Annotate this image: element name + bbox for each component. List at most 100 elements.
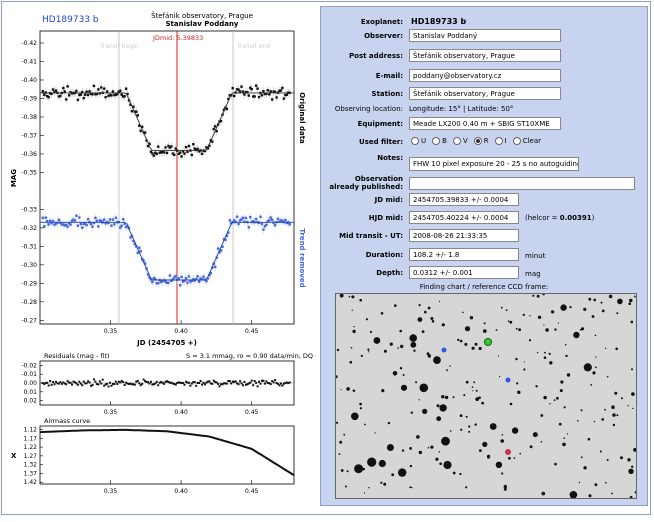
trend-removed-point (146, 273, 150, 276)
ccd-star (612, 423, 616, 427)
residual-point (209, 382, 212, 385)
residual-point (68, 381, 71, 384)
original-point (285, 93, 288, 96)
ccd-star (399, 367, 403, 370)
trend-removed-point (142, 259, 145, 262)
original-point (174, 147, 177, 150)
filter-radio-b[interactable] (432, 137, 441, 145)
ccd-star (495, 329, 498, 331)
residual-point (170, 381, 173, 384)
ccd-star (362, 467, 365, 471)
residual-point (50, 383, 53, 386)
trend-removed-point (44, 216, 47, 219)
hjd-field[interactable]: 2454705.40224 +/- 0.0004 (409, 211, 519, 224)
ccd-star (363, 492, 366, 494)
published-field[interactable] (409, 177, 635, 190)
residual-point (111, 382, 114, 385)
trend-removed-point (235, 215, 239, 218)
airmass-y-tick-label: 1.27 (24, 453, 38, 460)
main-y-tick-label: -0.31 (21, 243, 37, 250)
residuals-stats: S = 3.1 mmag, ro = 0.90 data/min, DQ = 1 (186, 352, 316, 360)
ccd-star (535, 385, 538, 388)
original-point (190, 153, 194, 157)
trend-removed-point (123, 222, 126, 226)
ccd-frame-image[interactable] (335, 293, 637, 499)
trend-removed-point (86, 218, 90, 221)
original-point (145, 139, 148, 142)
ccd-star (380, 312, 384, 315)
ccd-star (352, 389, 355, 392)
original-point (257, 95, 261, 99)
original-point (208, 144, 211, 147)
residual-y-tick-label: 0.02 (24, 398, 38, 405)
trend-removed-point (263, 225, 267, 228)
observer-field[interactable]: Stanislav Poddaný (409, 29, 561, 42)
ccd-star (604, 347, 607, 350)
ccd-star (549, 361, 553, 365)
address-label: Post address: (349, 52, 403, 60)
trend-removed-point (195, 278, 198, 281)
ccd-star (364, 423, 366, 426)
residual-y-tick-label: 0.01 (24, 389, 38, 396)
residual-point (116, 382, 119, 385)
residual-point (104, 383, 107, 386)
residual-point (103, 384, 106, 387)
filter-radio-u[interactable] (411, 137, 419, 145)
ccd-star (359, 407, 362, 410)
ccd-star (459, 414, 463, 417)
ccd-star (543, 324, 545, 326)
main-y-tick-label: -0.38 (21, 114, 37, 121)
equipment-field[interactable]: Meade LX200 0.40 m + SBIG ST10XME (409, 117, 561, 130)
midtransit-field[interactable]: 2008-08-26 21:33:35 (409, 229, 519, 242)
ccd-star (560, 380, 564, 384)
filter-radio-r[interactable] (473, 137, 482, 145)
trend-removed-point (209, 271, 213, 275)
trend-removed-point (197, 280, 201, 283)
trend-removed-point (60, 223, 64, 226)
depth-field[interactable]: 0.0312 +/- 0.001 (409, 266, 519, 279)
ccd-star (368, 487, 370, 489)
notes-field[interactable]: FHW 10 pixel exposure 20 - 25 s no autog… (409, 157, 579, 171)
ccd-star (367, 348, 370, 351)
residual-point (247, 382, 250, 385)
original-point (104, 95, 107, 99)
ccd-star (499, 376, 501, 378)
ccd-star (474, 342, 478, 346)
original-point (171, 152, 175, 155)
residual-point (220, 383, 223, 386)
filter-radio-i[interactable] (494, 137, 503, 145)
station-field[interactable]: Štefánik observatory, Prague (409, 87, 561, 100)
residual-point (122, 381, 125, 384)
residual-point (43, 383, 46, 386)
email-field[interactable]: poddany@observatory.cz (409, 69, 561, 82)
residual-point (65, 383, 68, 386)
ccd-star (338, 453, 341, 455)
ccd-star (543, 356, 547, 359)
airmass-title: Airmass curve (44, 417, 90, 425)
residual-point (53, 383, 56, 386)
filter-radio-clear[interactable] (512, 137, 521, 145)
ccd-star (577, 420, 579, 422)
residual-point (151, 383, 154, 386)
address-field[interactable]: Štefánik observatory, Prague (409, 49, 561, 62)
original-point (231, 86, 234, 90)
jd-field[interactable]: 2454705.39833 +/- 0.0004 (409, 193, 519, 206)
original-point (92, 84, 96, 88)
residual-point (97, 383, 100, 386)
residual-point (46, 381, 49, 384)
residual-point (222, 382, 225, 385)
filter-radio-v[interactable] (452, 137, 461, 145)
airmass-frame (39, 425, 295, 485)
residual-point (148, 382, 151, 385)
original-point (193, 147, 196, 150)
ccd-star (501, 434, 504, 436)
trend-removed-point (143, 262, 147, 265)
duration-field[interactable]: 108.2 +/- 1.8 (409, 248, 519, 261)
ccd-star (563, 406, 566, 409)
main-plot-frame (39, 30, 295, 325)
residual-point (184, 380, 187, 383)
residual-point (123, 384, 126, 387)
ccd-star (620, 456, 623, 460)
original-point (81, 90, 84, 94)
original-point (269, 90, 272, 93)
